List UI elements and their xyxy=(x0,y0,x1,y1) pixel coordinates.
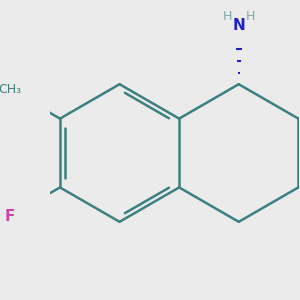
Text: CH₃: CH₃ xyxy=(0,83,21,96)
Text: N: N xyxy=(232,18,245,33)
Text: H: H xyxy=(222,10,232,22)
Text: H: H xyxy=(246,10,255,22)
Text: F: F xyxy=(4,209,14,224)
